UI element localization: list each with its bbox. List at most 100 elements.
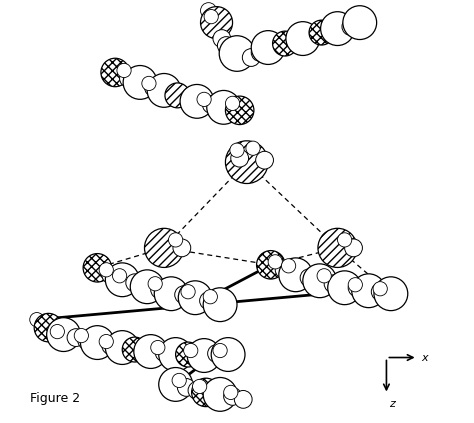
Circle shape [246, 141, 260, 155]
Circle shape [374, 277, 408, 310]
Text: z: z [389, 398, 394, 409]
Circle shape [78, 332, 96, 349]
Circle shape [155, 343, 173, 361]
Circle shape [105, 263, 139, 297]
Circle shape [50, 324, 64, 339]
Circle shape [102, 266, 119, 284]
Circle shape [197, 92, 211, 107]
Circle shape [230, 143, 244, 157]
Circle shape [279, 258, 313, 292]
Circle shape [119, 69, 137, 87]
Circle shape [159, 338, 192, 371]
Circle shape [203, 377, 237, 411]
Circle shape [180, 85, 214, 118]
Circle shape [123, 66, 157, 99]
Circle shape [130, 270, 164, 304]
Circle shape [224, 385, 238, 399]
Circle shape [317, 269, 331, 283]
Circle shape [102, 337, 119, 354]
Circle shape [191, 378, 220, 407]
Circle shape [273, 31, 298, 56]
Circle shape [34, 313, 63, 342]
Circle shape [218, 37, 235, 55]
Circle shape [268, 255, 283, 269]
Circle shape [300, 269, 318, 287]
Circle shape [178, 281, 212, 315]
Circle shape [275, 261, 293, 279]
Circle shape [148, 277, 162, 291]
Circle shape [99, 263, 113, 277]
Circle shape [176, 342, 201, 367]
Circle shape [345, 239, 363, 257]
Circle shape [255, 151, 273, 169]
Circle shape [172, 374, 186, 387]
Text: x: x [422, 352, 428, 363]
Circle shape [226, 141, 268, 184]
Circle shape [371, 283, 389, 301]
Circle shape [181, 285, 195, 299]
Circle shape [201, 7, 233, 38]
Circle shape [242, 49, 260, 66]
Circle shape [348, 277, 363, 292]
Circle shape [173, 239, 191, 257]
Circle shape [208, 345, 226, 363]
Circle shape [337, 233, 352, 247]
Circle shape [213, 343, 227, 358]
Circle shape [101, 58, 129, 87]
Circle shape [169, 233, 183, 247]
Circle shape [134, 335, 168, 368]
Text: Figure 2: Figure 2 [30, 393, 81, 405]
Circle shape [226, 96, 254, 124]
Circle shape [67, 329, 85, 346]
Circle shape [201, 3, 217, 19]
Circle shape [373, 282, 387, 296]
Circle shape [81, 326, 114, 360]
Circle shape [83, 253, 111, 282]
Circle shape [342, 18, 360, 36]
Circle shape [151, 341, 165, 354]
Circle shape [303, 264, 337, 298]
Circle shape [328, 271, 362, 305]
Circle shape [192, 379, 207, 393]
Circle shape [177, 379, 195, 396]
Circle shape [46, 318, 81, 352]
Circle shape [231, 149, 248, 167]
Circle shape [211, 338, 245, 371]
Circle shape [200, 292, 218, 310]
Circle shape [74, 329, 89, 343]
Circle shape [251, 44, 269, 61]
Circle shape [122, 337, 147, 362]
Circle shape [234, 390, 252, 408]
Circle shape [183, 343, 198, 358]
Circle shape [282, 259, 296, 273]
Circle shape [343, 6, 377, 39]
Circle shape [145, 228, 183, 267]
Circle shape [151, 281, 169, 299]
Circle shape [213, 30, 231, 47]
Circle shape [324, 275, 342, 293]
Circle shape [30, 313, 44, 327]
Circle shape [256, 250, 285, 279]
Circle shape [203, 290, 218, 304]
Circle shape [188, 382, 206, 399]
Circle shape [145, 79, 162, 96]
Circle shape [117, 63, 131, 77]
Circle shape [159, 368, 192, 401]
Circle shape [175, 286, 192, 304]
Circle shape [154, 277, 188, 310]
Circle shape [126, 274, 144, 292]
Circle shape [309, 20, 334, 45]
Circle shape [348, 279, 366, 297]
Circle shape [318, 228, 357, 267]
Circle shape [147, 74, 181, 107]
Circle shape [204, 10, 219, 24]
Circle shape [187, 339, 221, 372]
Circle shape [286, 22, 320, 55]
Circle shape [320, 12, 355, 46]
Circle shape [105, 331, 139, 365]
Circle shape [224, 387, 241, 405]
Circle shape [226, 96, 240, 110]
Circle shape [219, 36, 255, 71]
Circle shape [202, 96, 220, 113]
Circle shape [207, 91, 241, 124]
